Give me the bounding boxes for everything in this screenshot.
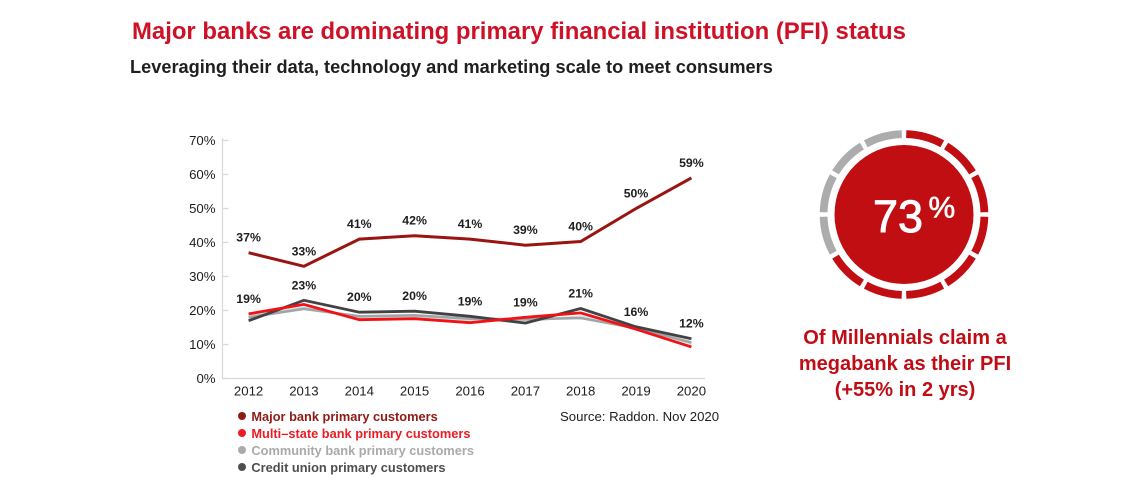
svg-text:20%: 20% bbox=[347, 290, 372, 304]
svg-text:50%: 50% bbox=[189, 201, 216, 216]
svg-text:23%: 23% bbox=[292, 278, 317, 292]
svg-text:37%: 37% bbox=[236, 231, 261, 245]
svg-text:19%: 19% bbox=[236, 292, 261, 306]
svg-text:2013: 2013 bbox=[289, 384, 318, 399]
svg-text:16%: 16% bbox=[624, 305, 649, 319]
svg-text:19%: 19% bbox=[513, 295, 538, 309]
svg-text:73: 73 bbox=[873, 191, 923, 242]
svg-text:41%: 41% bbox=[347, 217, 372, 231]
svg-text:12%: 12% bbox=[679, 317, 704, 331]
svg-text:40%: 40% bbox=[568, 220, 593, 234]
svg-text:2014: 2014 bbox=[345, 384, 374, 399]
svg-text:33%: 33% bbox=[292, 244, 317, 258]
svg-text:2019: 2019 bbox=[621, 384, 650, 399]
svg-text:60%: 60% bbox=[189, 167, 216, 182]
svg-text:21%: 21% bbox=[568, 287, 593, 301]
svg-text:19%: 19% bbox=[458, 294, 483, 308]
svg-text:39%: 39% bbox=[513, 223, 538, 237]
svg-text:10%: 10% bbox=[189, 337, 216, 352]
svg-text:30%: 30% bbox=[189, 269, 216, 284]
svg-text:%: % bbox=[929, 192, 956, 225]
svg-text:2016: 2016 bbox=[455, 384, 484, 399]
svg-text:0%: 0% bbox=[196, 371, 215, 386]
svg-text:20%: 20% bbox=[189, 303, 216, 318]
svg-text:70%: 70% bbox=[189, 133, 216, 148]
svg-text:2018: 2018 bbox=[566, 384, 595, 399]
svg-text:2020: 2020 bbox=[677, 384, 706, 399]
svg-text:42%: 42% bbox=[402, 214, 427, 228]
svg-text:2015: 2015 bbox=[400, 384, 429, 399]
svg-text:41%: 41% bbox=[458, 217, 483, 231]
svg-text:40%: 40% bbox=[189, 235, 216, 250]
svg-text:2012: 2012 bbox=[234, 384, 263, 399]
svg-text:2017: 2017 bbox=[511, 384, 540, 399]
svg-text:50%: 50% bbox=[624, 187, 649, 201]
svg-text:59%: 59% bbox=[679, 156, 704, 170]
svg-text:20%: 20% bbox=[402, 289, 427, 303]
